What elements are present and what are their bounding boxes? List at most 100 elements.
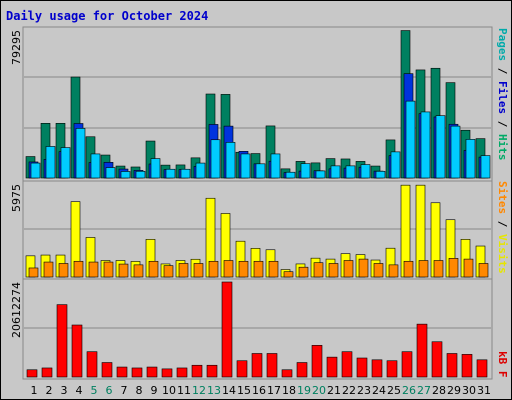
kbytes-bar-day-2 (41, 367, 53, 378)
sites-bar-day-9 (148, 260, 159, 278)
day-label-24: 24 (372, 384, 386, 397)
kbytes-bar-day-27 (416, 323, 428, 378)
sites-bar-day-31 (478, 263, 489, 278)
pages-bar-day-27 (420, 111, 431, 179)
kbytes-bar-day-29 (446, 353, 458, 378)
day-label-18: 18 (282, 384, 296, 397)
top-panel-max-label: 79295 (10, 30, 23, 65)
middle-legend-part-1: / (496, 214, 509, 234)
sites-bar-day-30 (463, 258, 474, 278)
sites-bar-day-25 (388, 264, 399, 278)
sites-bar-day-12 (193, 263, 204, 278)
pages-bar-day-10 (165, 168, 176, 179)
pages-bar-day-2 (45, 146, 56, 179)
day-labels: 1 2 3 4 5 6 7 8 9 10 11 12 13 14 15 16 17 18 19 20 21 22 23 24 2… (31, 384, 492, 397)
pages-bar-day-28 (435, 115, 446, 179)
kbytes-bar-day-25 (386, 360, 398, 378)
day-label-20: 20 (312, 384, 326, 397)
kbytes-bar-day-21 (326, 356, 338, 378)
pages-bar-day-13 (210, 139, 221, 179)
sites-bar-day-21 (328, 263, 339, 278)
top-legend-part-0: Pages (496, 28, 509, 61)
chart-title: Daily usage for October 2024 (6, 9, 209, 23)
kbytes-bar-day-1 (26, 369, 38, 378)
day-label-16: 16 (252, 384, 266, 397)
pages-bar-day-8 (135, 170, 146, 179)
bottom-panel-frame (22, 278, 493, 380)
sites-bar-day-17 (268, 260, 279, 278)
sites-bar-day-11 (178, 263, 189, 278)
day-label-7: 7 (121, 384, 128, 397)
sites-bar-day-26 (403, 260, 414, 278)
kbytes-bar-day-28 (431, 341, 443, 378)
sites-bar-day-14 (223, 260, 234, 278)
day-label-2: 2 (46, 384, 53, 397)
day-label-14: 14 (222, 384, 236, 397)
kbytes-bar-day-19 (296, 362, 308, 378)
kbytes-bar-day-20 (311, 345, 323, 378)
pages-bar-day-25 (390, 151, 401, 179)
sites-bar-day-1 (28, 267, 39, 278)
sites-bar-day-13 (208, 260, 219, 278)
bottom-panel-legend: kB F (496, 351, 509, 378)
day-label-1: 1 (31, 384, 38, 397)
pages-bar-day-26 (405, 100, 416, 179)
day-label-3: 3 (61, 384, 68, 397)
day-label-4: 4 (76, 384, 83, 397)
sites-bar-day-16 (253, 260, 264, 278)
day-label-23: 23 (357, 384, 371, 397)
pages-bar-day-7 (120, 171, 131, 179)
pages-bar-day-9 (150, 158, 161, 179)
middle-legend-part-2: Visits (496, 234, 509, 274)
middle-panel-legend: Sites / Visits (496, 181, 509, 274)
pages-bar-day-18 (285, 171, 296, 179)
day-label-11: 11 (177, 384, 191, 397)
middle-legend-part-0: Sites (496, 181, 509, 214)
sites-bar-day-24 (373, 263, 384, 278)
kbytes-bar-day-12 (191, 364, 203, 378)
sites-bar-day-5 (88, 261, 99, 278)
day-label-8: 8 (136, 384, 143, 397)
pages-bar-day-31 (480, 155, 491, 179)
pages-bar-day-29 (450, 125, 461, 179)
pages-bar-day-30 (465, 139, 476, 179)
sites-bar-day-7 (118, 263, 129, 278)
sites-bar-day-3 (58, 263, 69, 278)
kbytes-bar-day-7 (116, 366, 128, 378)
day-label-13: 13 (207, 384, 221, 397)
day-label-25: 25 (387, 384, 401, 397)
sites-bar-day-19 (298, 266, 309, 278)
pages-bar-day-11 (180, 168, 191, 179)
kbytes-bar-day-30 (461, 354, 473, 378)
pages-bar-day-23 (360, 164, 371, 179)
day-label-27: 27 (417, 384, 431, 397)
kbytes-bar-day-6 (101, 362, 113, 378)
day-label-31: 31 (477, 384, 491, 397)
sites-bar-day-8 (133, 264, 144, 278)
bottom-legend-part-0: kB F (496, 351, 509, 378)
kbytes-bar-day-18 (281, 369, 293, 378)
kbytes-bar-day-14 (221, 281, 233, 378)
pages-bar-day-16 (255, 163, 266, 179)
kbytes-bar-day-10 (161, 368, 173, 378)
pages-bar-day-12 (195, 162, 206, 179)
pages-bar-day-19 (300, 163, 311, 179)
sites-bar-day-6 (103, 261, 114, 278)
top-panel-legend: Pages / Files / Hits (496, 28, 509, 161)
sites-bar-day-2 (43, 261, 54, 278)
bar-marks (25, 30, 491, 378)
sites-bar-day-28 (433, 260, 444, 278)
sites-bar-day-4 (73, 260, 84, 278)
top-legend-part-1: / (496, 61, 509, 81)
day-label-28: 28 (432, 384, 446, 397)
pages-bar-day-22 (345, 165, 356, 179)
day-label-12: 12 (192, 384, 206, 397)
day-label-5: 5 (91, 384, 98, 397)
top-legend-part-4: Hits (496, 134, 509, 161)
pages-bar-day-17 (270, 153, 281, 179)
day-label-21: 21 (327, 384, 341, 397)
kbytes-bar-day-31 (476, 359, 488, 378)
sites-bar-day-15 (238, 260, 249, 278)
day-label-9: 9 (151, 384, 158, 397)
